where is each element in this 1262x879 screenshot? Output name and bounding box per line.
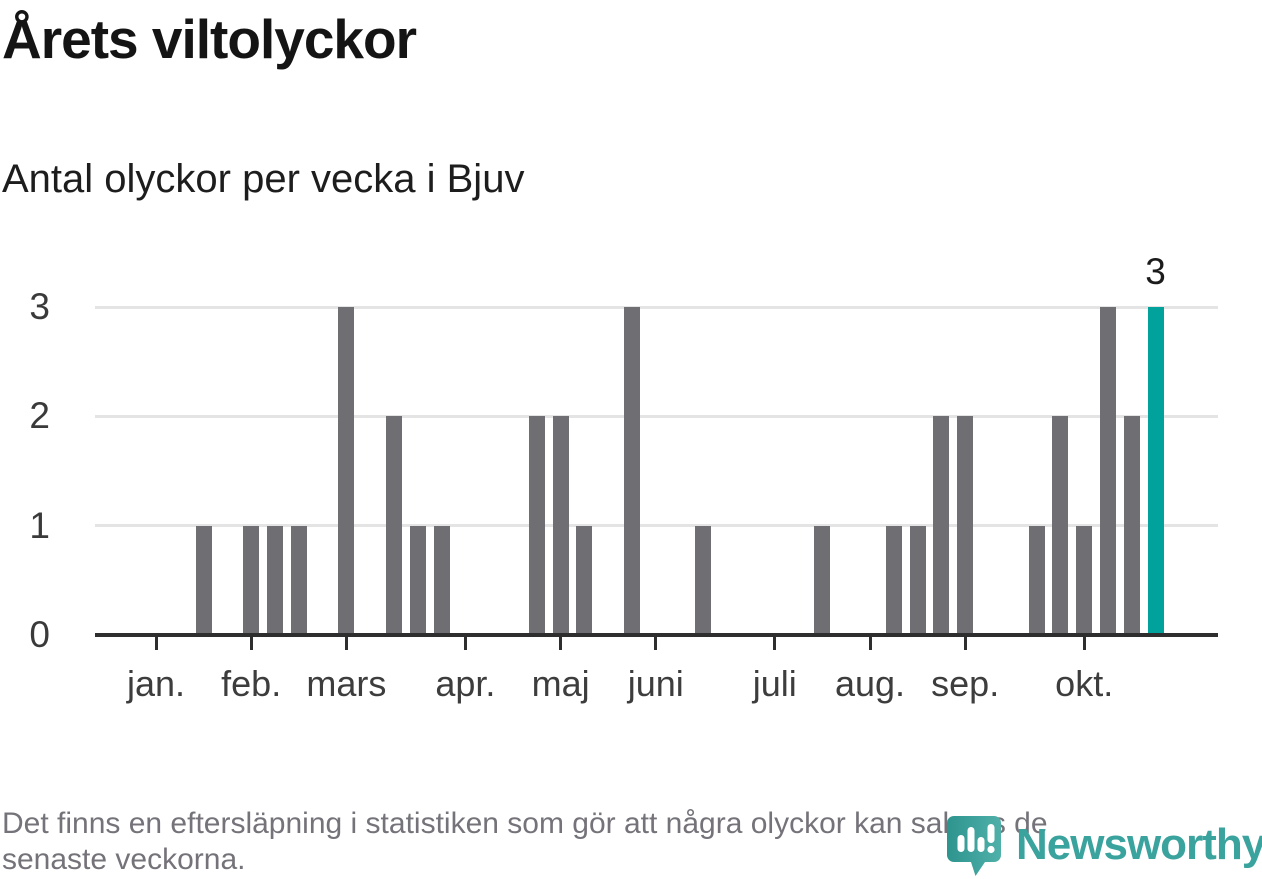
gridline-y-2 (95, 414, 1218, 418)
x-axis-label-sep: sep. (931, 663, 1000, 704)
bar-week-21 (624, 307, 640, 635)
bar-week-39 (1052, 416, 1069, 635)
x-tick-mars (344, 637, 348, 650)
x-tick-sep (963, 637, 967, 650)
bar-week-40 (1076, 526, 1093, 635)
bar-week-3 (195, 526, 212, 635)
bar-week-9 (338, 307, 355, 635)
x-axis-label-aug: aug. (834, 663, 906, 704)
y-axis-label-1: 1 (29, 504, 50, 546)
x-tick-juli (773, 637, 777, 650)
gridline-y-3 (95, 305, 1218, 309)
latest-bar-value-label: 3 (1145, 251, 1166, 292)
y-axis-label-3: 3 (29, 286, 50, 328)
bar-week-19 (576, 526, 593, 635)
x-axis-label-okt: okt. (1055, 663, 1114, 704)
bar-week-43 (1147, 307, 1164, 635)
x-axis-label-juni: juni (627, 663, 684, 704)
chart-subtitle: Antal olyckor per vecka i Bjuv (2, 157, 525, 201)
bar-week-41 (1100, 307, 1116, 635)
bar-week-18 (552, 416, 569, 635)
bar-week-5 (243, 526, 260, 635)
bar-week-11 (386, 416, 402, 635)
bar-week-33 (909, 526, 926, 635)
x-tick-aug (868, 637, 872, 650)
x-axis-label-jan: jan. (126, 663, 186, 704)
bar-week-29 (814, 526, 831, 635)
bar-week-24 (695, 526, 712, 635)
x-tick-maj (559, 637, 563, 650)
x-axis-line (95, 633, 1218, 637)
bar-week-42 (1123, 416, 1140, 635)
y-axis-label-0: 0 (29, 614, 50, 655)
x-tick-okt (1082, 637, 1086, 650)
x-axis-label-mars: mars (306, 663, 387, 704)
x-axis-label-feb: feb. (221, 663, 282, 704)
bar-week-34 (933, 416, 950, 635)
footnote: Det finns en eftersläpning i statistiken… (2, 806, 1048, 878)
chart-title: Årets viltolyckor (2, 8, 417, 70)
bar-week-32 (885, 526, 902, 635)
y-axis-label-2: 2 (29, 395, 50, 437)
bar-week-12 (409, 526, 426, 635)
bar-week-35 (957, 416, 974, 635)
bar-week-38 (1028, 526, 1045, 635)
bar-week-6 (267, 526, 283, 635)
x-axis-label-apr: apr. (435, 663, 496, 704)
gridline-y-1 (95, 524, 1218, 528)
newsworthy-bubble-chart-icon (945, 813, 1003, 877)
bar-week-17 (528, 416, 545, 635)
x-tick-apr (463, 637, 467, 650)
footnote-line-2: senaste veckorna. (2, 843, 246, 876)
x-tick-feb (249, 637, 253, 650)
x-axis-label-maj: maj (531, 663, 590, 704)
x-tick-juni (654, 637, 658, 650)
x-axis-label-juli: juli (752, 663, 797, 704)
footnote-line-1: Det finns en eftersläpning i statistiken… (2, 807, 1048, 840)
bar-week-13 (433, 526, 450, 635)
bar-week-7 (290, 526, 307, 635)
x-tick-jan (154, 637, 158, 650)
newsworthy-logo: Newsworthy (945, 813, 1262, 877)
newsworthy-wordmark: Newsworthy (1016, 820, 1262, 869)
